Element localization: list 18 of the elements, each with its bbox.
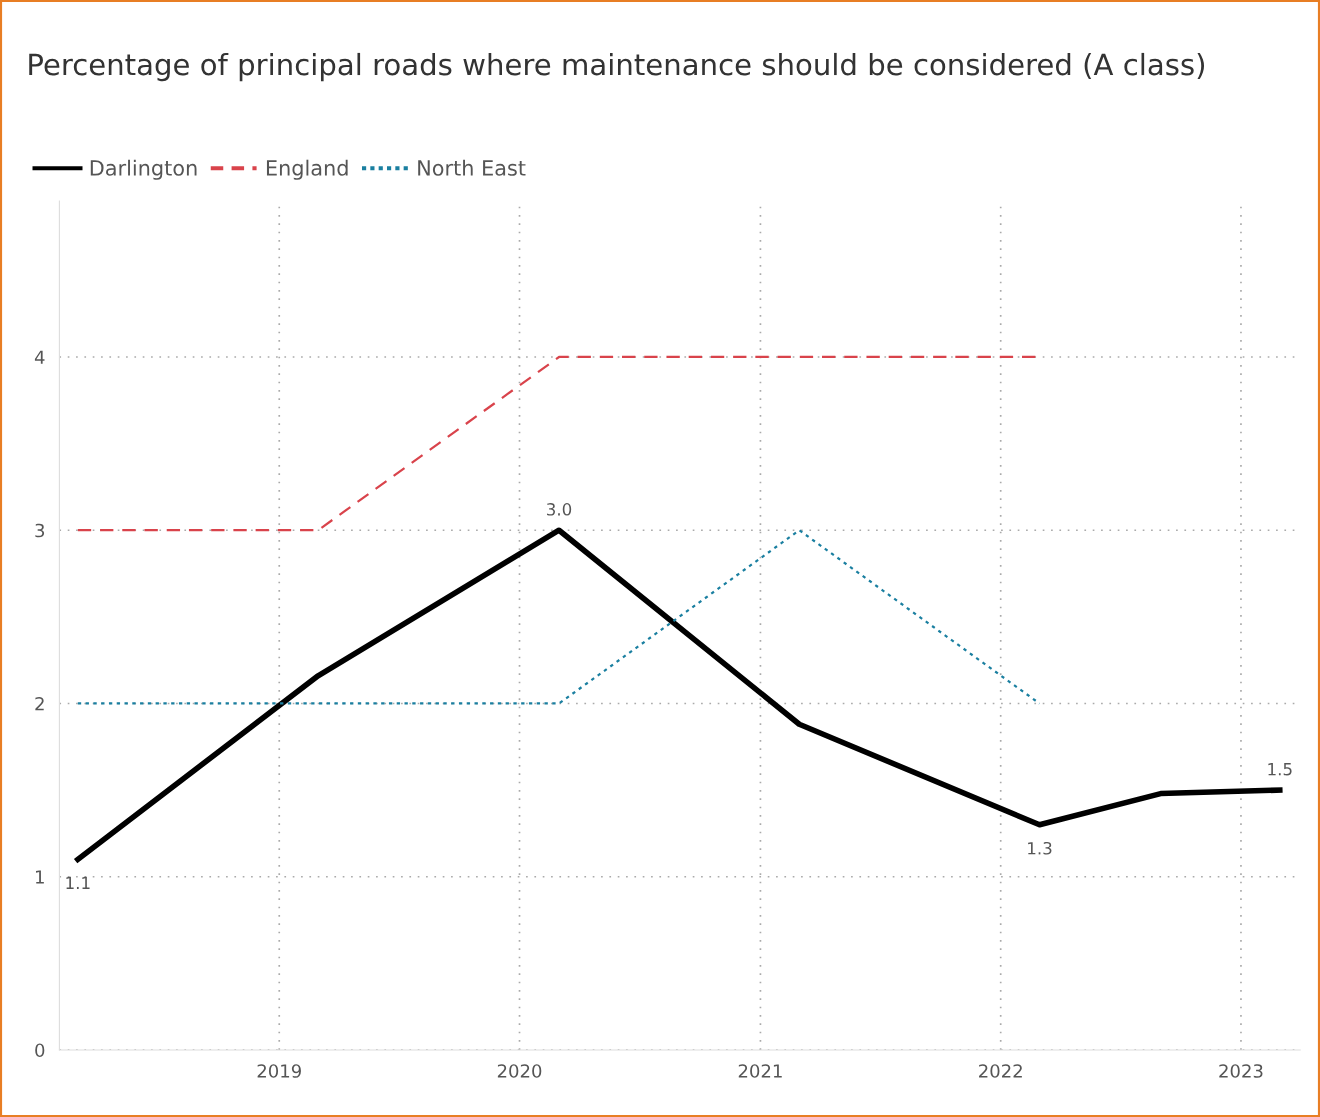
y-tick-label: 2 (35, 696, 44, 711)
legend-label: Darlington (90, 159, 197, 180)
y-tick-label: 4 (34, 350, 45, 364)
data-label: 1.5 (1268, 763, 1292, 776)
data-label: 3.0 (547, 503, 572, 516)
y-tick-label: 3 (35, 523, 45, 538)
legend-label: England (266, 159, 348, 180)
chart-title: Percentage of principal roads where maintenance should be considered (A class) (29, 52, 1205, 82)
x-tick-label: 2022 (979, 1064, 1022, 1078)
x-tick-label: 2019 (257, 1064, 301, 1078)
x-tick-label: 2023 (1219, 1064, 1263, 1078)
data-label: 1.3 (1028, 841, 1052, 855)
data-label: 1.1 (66, 876, 90, 890)
x-tick-label: 2020 (497, 1064, 542, 1078)
y-tick-label: 1 (36, 870, 44, 884)
x-tick-label: 2021 (738, 1064, 782, 1078)
y-tick-label: 0 (35, 1043, 45, 1058)
legend-label: North East (418, 159, 526, 176)
